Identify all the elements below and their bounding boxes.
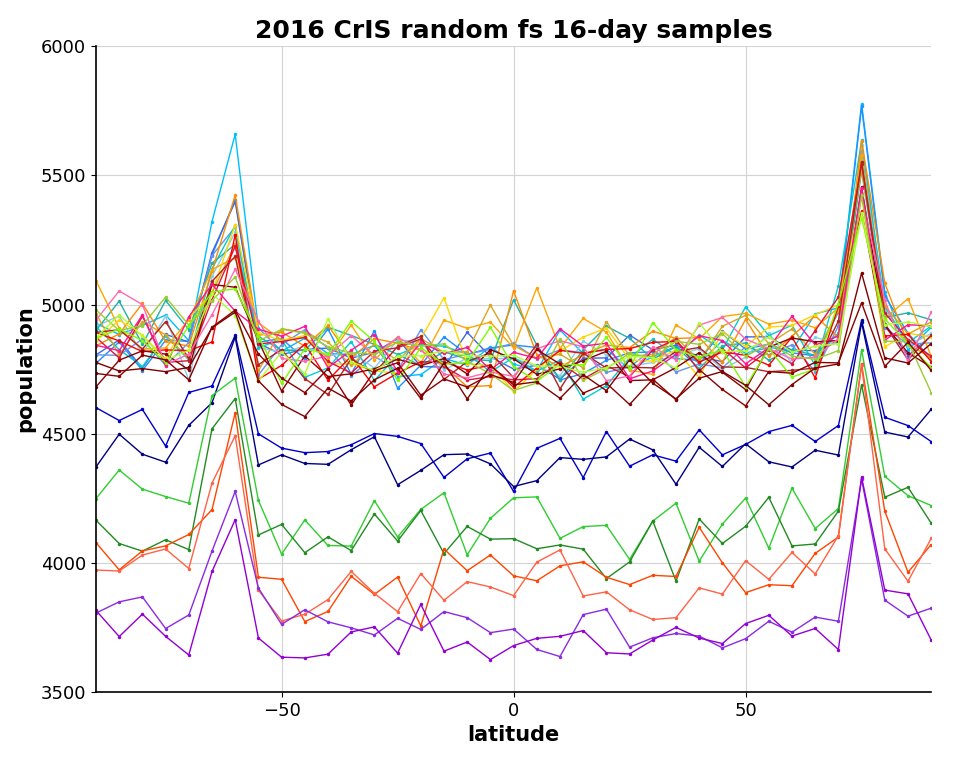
Title: 2016 CrIS random fs 16-day samples: 2016 CrIS random fs 16-day samples [254, 18, 773, 43]
X-axis label: latitude: latitude [468, 725, 560, 745]
Y-axis label: population: population [15, 306, 36, 432]
